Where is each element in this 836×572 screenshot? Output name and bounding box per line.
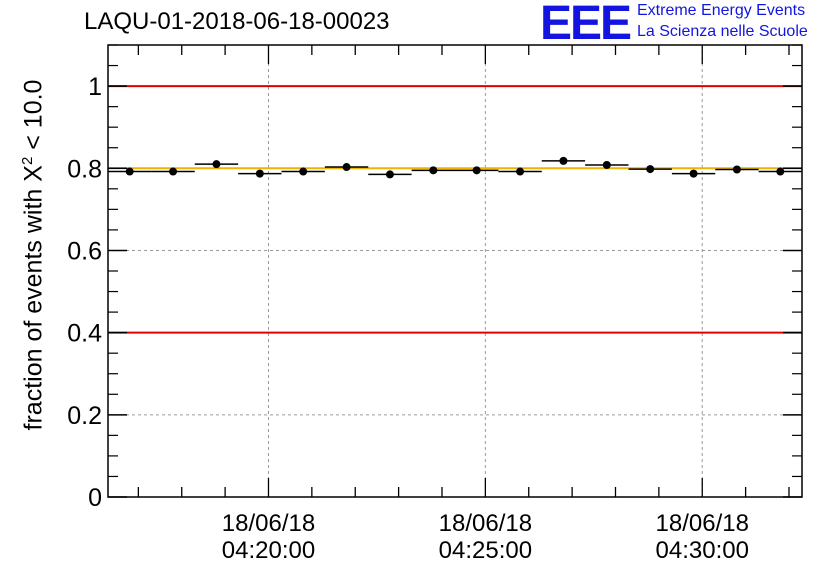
x-tick-label-time: 04:30:00 [656, 537, 749, 564]
data-point [646, 165, 655, 174]
logo-line-1: Extreme Energy Events [637, 2, 806, 19]
data-point [125, 167, 134, 176]
data-point [342, 163, 351, 172]
data-point [776, 167, 785, 176]
data-point [299, 167, 308, 176]
y-label-exponent: 2 [19, 156, 36, 166]
x-axis: 18/06/1804:20:0018/06/1804:25:0018/06/18… [137, 45, 790, 564]
y-label-chi: X [19, 165, 48, 182]
y-tick-label: 1 [88, 73, 102, 101]
y-tick-label: 0.6 [67, 237, 102, 265]
data-point [212, 160, 221, 169]
grid-lines [108, 45, 802, 497]
chart-title: LAQU-01-2018-06-18-00023 [84, 8, 390, 35]
data-point [516, 167, 525, 176]
y-label-prefix: fraction of events with [19, 181, 48, 431]
plot-frame [107, 44, 803, 498]
logo-line-2: La Scienza nelle Scuole [637, 23, 808, 40]
data-point [689, 169, 698, 178]
x-tick-label-date: 18/06/18 [656, 510, 749, 537]
data-point [169, 167, 178, 176]
x-tick-label-time: 04:25:00 [439, 537, 532, 564]
data-points [108, 156, 802, 179]
y-tick-label: 0 [88, 484, 102, 512]
x-tick-label-date: 18/06/18 [439, 510, 532, 537]
data-point [385, 170, 394, 179]
data-point [429, 166, 438, 175]
eee-logo-mark: EEE [540, 0, 632, 50]
y-tick-label: 0.2 [67, 402, 102, 430]
y-axis-label: fraction of events with X2 < 10.0 [19, 55, 49, 455]
y-tick-label: 0.4 [67, 320, 102, 348]
y-label-suffix: < 10.0 [19, 79, 48, 157]
x-tick-label-date: 18/06/18 [222, 510, 315, 537]
data-point [602, 160, 611, 169]
data-point [472, 166, 481, 175]
reference-lines [108, 85, 802, 334]
data-point [732, 165, 741, 174]
y-tick-label: 0.8 [67, 155, 102, 183]
data-point [559, 156, 568, 165]
x-tick-label-time: 04:20:00 [222, 537, 315, 564]
y-axis: 0 0.2 0.4 0.6 0.8 1 [67, 44, 802, 512]
data-point [255, 169, 264, 178]
